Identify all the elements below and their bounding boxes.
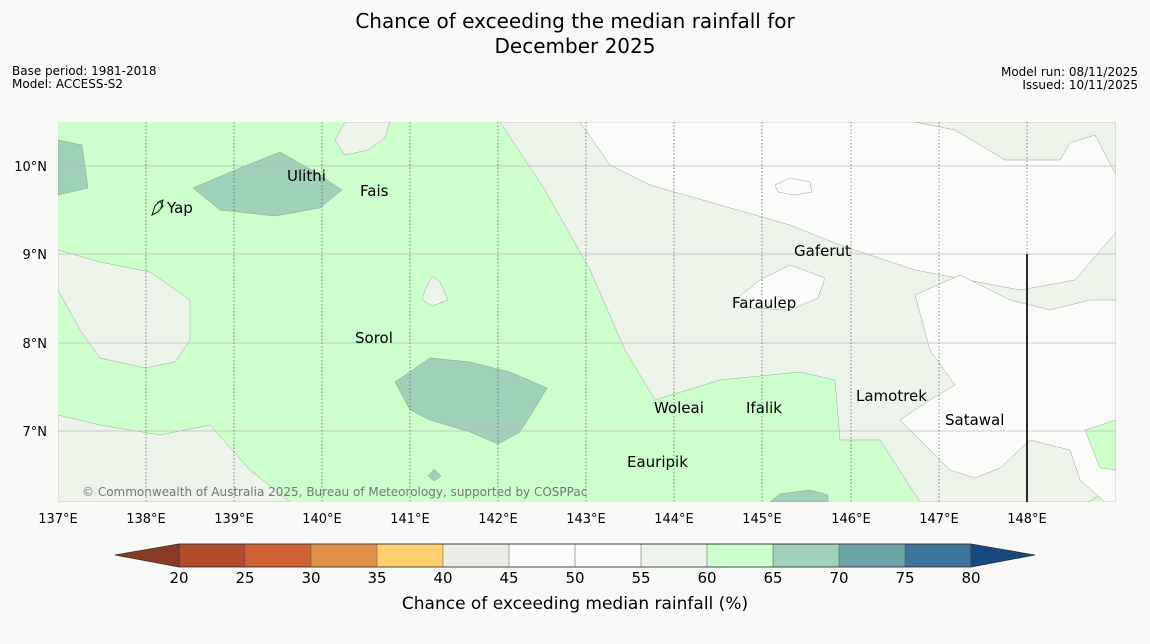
lon-label: 141°E: [390, 512, 430, 527]
lat-label: 9°N: [23, 248, 48, 263]
lon-label: 147°E: [919, 512, 959, 527]
lon-label: 140°E: [302, 512, 342, 527]
colorbar-segment: [442, 543, 510, 568]
region-50-55-small: [774, 177, 813, 196]
colorbar-segment: [178, 543, 246, 568]
colorbar-segment: [244, 543, 312, 568]
colorbar-tick-label: 70: [829, 569, 848, 587]
yap-island-detail: [156, 199, 164, 209]
colorbar-tick-label: 35: [367, 569, 386, 587]
meta-left: Base period: 1981-2018 Model: ACCESS-S2: [12, 65, 157, 91]
colorbar-segment: [376, 543, 444, 568]
region-55-60-island: [421, 275, 449, 307]
yap-island-outline: [151, 200, 164, 216]
lon-label: 145°E: [742, 512, 782, 527]
region-55-60-southeast-green: [1084, 419, 1116, 471]
model-name: Model: ACCESS-S2: [12, 77, 124, 91]
colorbar-segment: [508, 543, 576, 568]
meta-right: Model run: 08/11/2025 Issued: 10/11/2025: [1001, 66, 1138, 92]
base-period: Base period: 1981-2018: [12, 64, 157, 78]
lon-label: 142°E: [478, 512, 518, 527]
lon-label: 138°E: [126, 512, 166, 527]
colorbar-segment: [706, 543, 774, 568]
lat-label: 7°N: [23, 425, 48, 440]
region-55-60-north: [334, 122, 391, 156]
place-label-ulithi: Ulithi: [287, 167, 326, 185]
region-55-60-west: [58, 249, 191, 369]
place-label-eauripik: Eauripik: [627, 453, 688, 471]
region-65-70-ulithi: [192, 151, 343, 217]
model-run: Model run: 08/11/2025: [1000, 65, 1138, 79]
lon-label: 144°E: [654, 512, 694, 527]
region-50-55-southeast: [899, 274, 1116, 502]
colorbar-segment: [574, 543, 642, 568]
place-label-woleai: Woleai: [654, 399, 704, 417]
lat-axis-labels: 10°N 9°N 8°N 7°N: [14, 160, 47, 440]
region-50-55-east: [579, 122, 1116, 291]
colorbar-title: Chance of exceeding median rainfall (%): [401, 594, 749, 614]
region-65-70-south: [769, 489, 829, 502]
colorbar-segment: [904, 543, 972, 568]
issued-date: Issued: 10/11/2025: [1022, 78, 1138, 92]
colorbar-tick-label: 20: [169, 569, 188, 587]
islands: [151, 199, 164, 216]
colorbar-segment: [838, 543, 906, 568]
colorbar-tick-label: 40: [433, 569, 452, 587]
lon-label: 143°E: [566, 512, 606, 527]
colorbar: 20 25 30 35 40 45 50 55 60 65 70 75 80: [114, 543, 1036, 587]
colorbar-tick-label: 80: [961, 569, 980, 587]
colorbar-tick-label: 65: [763, 569, 782, 587]
copyright-notice: © Commonwealth of Australia 2025, Bureau…: [82, 485, 587, 499]
place-label-yap: Yap: [166, 199, 193, 217]
lon-label: 146°E: [831, 512, 871, 527]
region-55-60-southwest: [58, 414, 291, 502]
colorbar-ticks: 20 25 30 35 40 45 50 55 60 65 70 75 80: [169, 569, 980, 587]
colorbar-tick-label: 50: [565, 569, 584, 587]
colorbar-tick-label: 30: [301, 569, 320, 587]
title-line-2: December 2025: [494, 34, 656, 58]
colorbar-tick-label: 25: [235, 569, 254, 587]
place-label-lamotrek: Lamotrek: [856, 387, 927, 405]
chart-title: Chance of exceeding the median rainfall …: [0, 9, 1150, 59]
colorbar-tick-label: 45: [499, 569, 518, 587]
colorbar-high-extend: [970, 543, 1036, 568]
region-50-55-faraulep: [734, 264, 826, 311]
colorbar-segments: [178, 543, 972, 568]
lon-axis-labels: 137°E 138°E 139°E 140°E 141°E 142°E 143°…: [38, 512, 1047, 527]
lat-label: 10°N: [14, 160, 47, 175]
colorbar-tick-label: 55: [631, 569, 650, 587]
place-label-satawal: Satawal: [945, 411, 1004, 429]
region-65-70-sorol: [394, 357, 548, 445]
place-label-fais: Fais: [360, 182, 389, 200]
colorbar-segment: [640, 543, 708, 568]
lat-label: 8°N: [23, 337, 48, 352]
region-65-70-dot: [427, 468, 442, 482]
rainfall-map: [58, 122, 1116, 502]
place-labels: Ulithi Fais Yap Gaferut Faraulep Sorol L…: [166, 167, 1004, 471]
colorbar-tick-label: 60: [697, 569, 716, 587]
colorbar-low-extend: [114, 543, 180, 568]
colorbar-tick-label: 75: [895, 569, 914, 587]
colorbar-frame: [178, 543, 972, 568]
place-label-sorol: Sorol: [355, 329, 393, 347]
lon-label: 139°E: [214, 512, 254, 527]
region-65-70-northwest: [58, 139, 89, 196]
colorbar-segment: [772, 543, 840, 568]
place-label-faraulep: Faraulep: [732, 294, 796, 312]
lon-label: 148°E: [1007, 512, 1047, 527]
place-label-gaferut: Gaferut: [794, 242, 851, 260]
title-line-1: Chance of exceeding the median rainfall …: [355, 9, 795, 33]
place-label-ifalik: Ifalik: [746, 399, 782, 417]
colorbar-segment: [310, 543, 378, 568]
lon-label: 137°E: [38, 512, 78, 527]
